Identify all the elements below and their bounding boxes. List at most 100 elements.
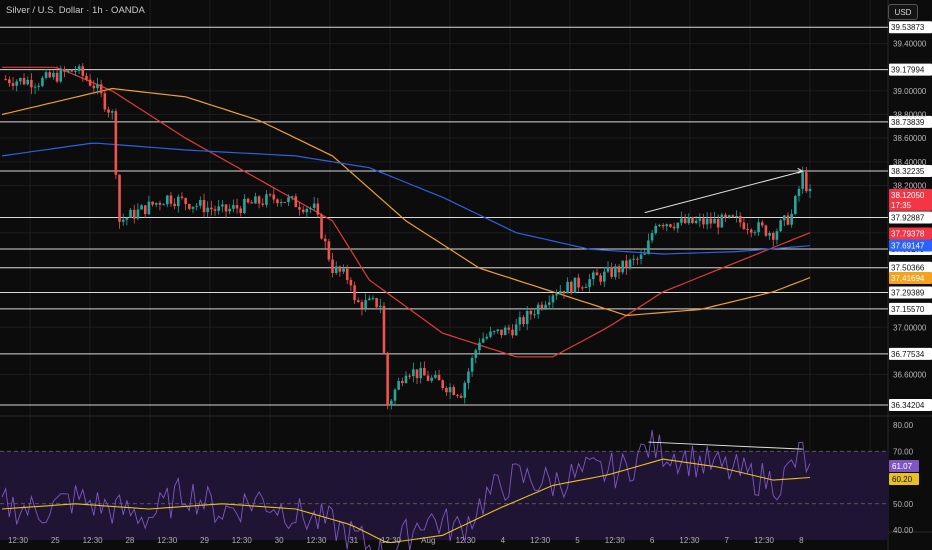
candle-body <box>316 203 320 215</box>
candle-body <box>327 241 331 260</box>
candle-body <box>709 218 713 224</box>
candle-body <box>456 394 459 396</box>
candle-body <box>713 218 716 224</box>
candle-body <box>423 367 426 376</box>
candle-body <box>654 225 658 234</box>
candle-body <box>301 209 305 213</box>
candle-body <box>478 342 481 351</box>
x-tick-label: 29 <box>200 536 209 545</box>
y-tick-label: 38.60000 <box>893 134 927 143</box>
candle-body <box>610 267 613 277</box>
series-line-sma-fast <box>2 66 811 358</box>
candle-body <box>202 200 206 213</box>
price-tag-bg <box>889 271 932 284</box>
candle-body <box>551 295 555 303</box>
candle-body <box>393 389 397 401</box>
candle-body <box>448 387 452 393</box>
candle-body <box>81 66 85 76</box>
y-tick-label: 38.20000 <box>893 181 927 190</box>
price-tag: 37.41694 <box>891 274 925 283</box>
candle-body <box>426 375 430 381</box>
candle-body <box>232 205 235 209</box>
candle-body <box>331 259 334 274</box>
candle-body <box>309 208 312 210</box>
candle-body <box>390 400 393 406</box>
candle-body <box>731 215 735 217</box>
candle-body <box>217 206 220 211</box>
candle-body <box>188 203 191 209</box>
rsi-tag-bg <box>889 473 919 485</box>
candle-body <box>224 204 228 212</box>
candle-body <box>650 233 654 241</box>
candle-body <box>514 324 518 336</box>
x-tick-label: 12:30 <box>530 536 551 545</box>
candle-body <box>603 271 606 282</box>
candle-body <box>621 260 624 273</box>
candle-body <box>452 387 456 395</box>
rsi-tag: 60.20 <box>892 475 913 484</box>
candle-body <box>125 217 129 220</box>
level-tag: 38.73839 <box>891 118 925 127</box>
candle-body <box>342 268 345 272</box>
x-tick-label: 31 <box>349 536 358 545</box>
candle-body <box>136 209 140 219</box>
candle-body <box>496 329 500 332</box>
candle-body <box>584 286 588 288</box>
candle-body <box>628 259 632 268</box>
candle-body <box>173 203 176 207</box>
candle-body <box>555 294 558 296</box>
candle-body <box>683 218 687 224</box>
candle-body <box>771 232 775 240</box>
candle-body <box>55 72 59 82</box>
candle-body <box>195 205 198 207</box>
candle-body <box>143 205 147 215</box>
candle-body <box>184 197 187 204</box>
candle-body <box>533 314 536 316</box>
x-tick-label: 12:30 <box>83 536 104 545</box>
currency-button[interactable]: USD <box>888 4 918 20</box>
candle-body <box>500 329 503 336</box>
candle-body <box>96 84 99 89</box>
candle-body <box>562 290 566 294</box>
candle-body <box>8 79 11 84</box>
candle-body <box>265 194 268 205</box>
candle-body <box>279 201 283 204</box>
rsi-y-tick-label: 80.00 <box>893 421 914 430</box>
candle-body <box>805 172 808 192</box>
candle-body <box>503 327 507 336</box>
candle-body <box>764 225 768 236</box>
candle-body <box>735 216 738 218</box>
candle-body <box>625 260 628 268</box>
candle-body <box>577 277 580 288</box>
candle-body <box>742 222 746 230</box>
candle-body <box>408 375 411 377</box>
candle-body <box>147 201 151 215</box>
symbol-title: Silver / U.S. Dollar · 1h · OANDA <box>6 5 145 16</box>
candle-body <box>672 226 676 229</box>
x-tick-label: 12:30 <box>8 536 29 545</box>
candle-body <box>702 218 705 225</box>
candle-body <box>492 331 496 333</box>
candle-body <box>74 70 77 72</box>
candle-body <box>474 350 478 358</box>
candle-body <box>665 224 669 227</box>
candle-body <box>658 224 661 226</box>
candle-body <box>382 305 386 353</box>
candle-body <box>162 204 165 206</box>
candle-body <box>753 232 757 234</box>
candle-body <box>19 78 22 82</box>
candle-body <box>801 172 804 189</box>
candle-body <box>243 198 246 214</box>
candle-body <box>378 305 382 308</box>
candle-body <box>77 66 81 71</box>
candle-body <box>44 72 48 78</box>
x-tick-label: 12:30 <box>456 536 477 545</box>
candle-body <box>26 79 30 85</box>
candle-body <box>599 275 602 282</box>
candle-body <box>118 174 121 222</box>
candle-body <box>70 69 74 72</box>
candle-body <box>99 84 103 94</box>
candle-body <box>320 214 323 239</box>
candle-body <box>30 79 33 88</box>
